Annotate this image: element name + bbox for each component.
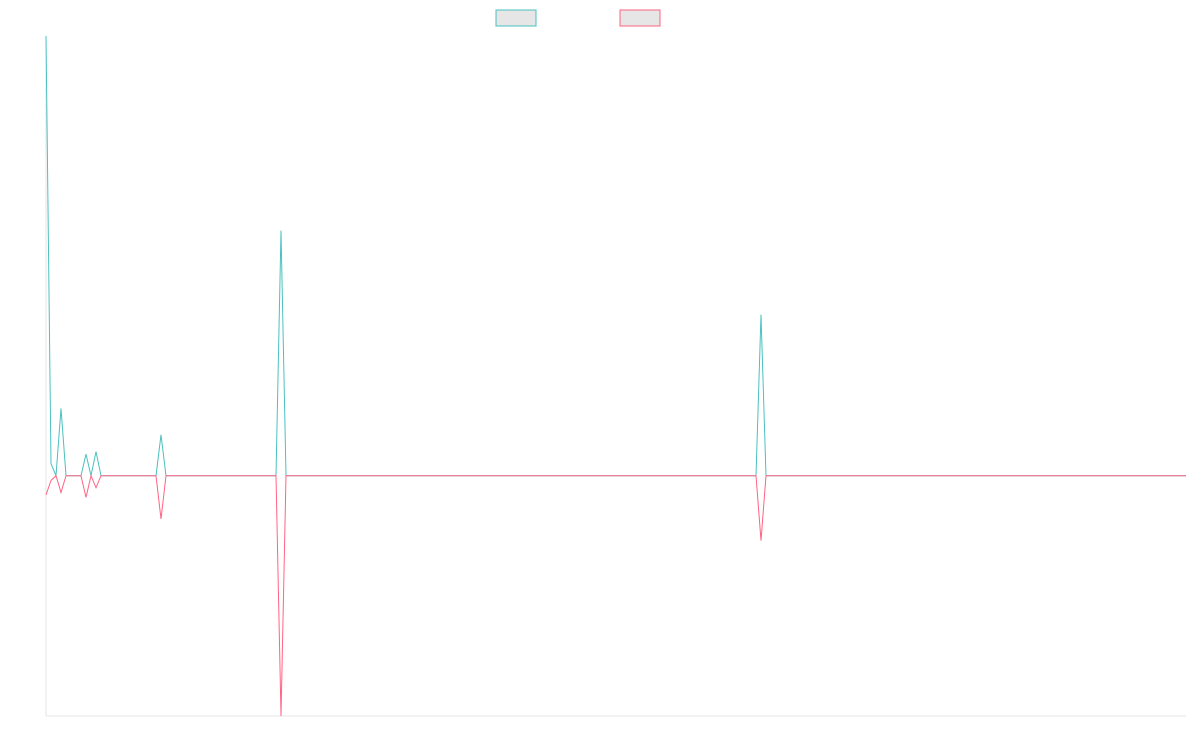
axes <box>45 36 1186 717</box>
series-line-1 <box>45 35 1186 477</box>
legend-swatch-2[interactable] <box>619 9 661 27</box>
series-line-2 <box>45 474 1186 717</box>
series-layer <box>45 35 1186 717</box>
legend-swatch-1[interactable] <box>495 9 537 27</box>
legend <box>495 9 661 27</box>
